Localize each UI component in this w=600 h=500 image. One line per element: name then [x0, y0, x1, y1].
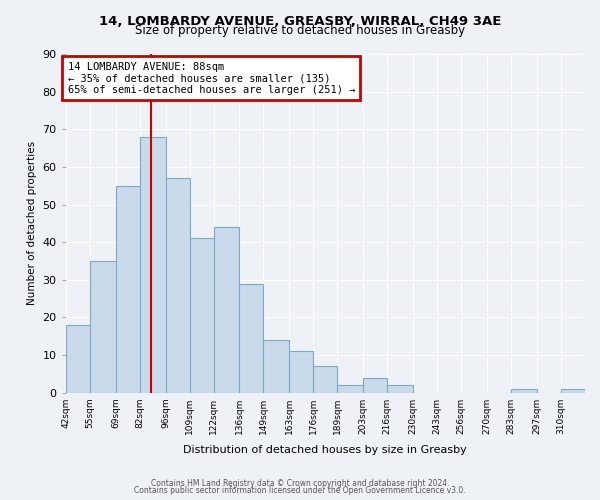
Bar: [511, 389, 537, 392]
Bar: [90, 261, 116, 392]
Bar: [289, 352, 313, 393]
Bar: [363, 378, 387, 392]
Bar: [263, 340, 289, 392]
Bar: [313, 366, 337, 392]
Bar: [116, 186, 140, 392]
Text: Contains HM Land Registry data © Crown copyright and database right 2024.: Contains HM Land Registry data © Crown c…: [151, 478, 449, 488]
Text: Size of property relative to detached houses in Greasby: Size of property relative to detached ho…: [135, 24, 465, 37]
Bar: [190, 238, 214, 392]
Bar: [337, 385, 363, 392]
Y-axis label: Number of detached properties: Number of detached properties: [27, 142, 37, 306]
Text: 14 LOMBARDY AVENUE: 88sqm
← 35% of detached houses are smaller (135)
65% of semi: 14 LOMBARDY AVENUE: 88sqm ← 35% of detac…: [68, 62, 355, 94]
X-axis label: Distribution of detached houses by size in Greasby: Distribution of detached houses by size …: [184, 445, 467, 455]
Bar: [166, 178, 190, 392]
Bar: [387, 385, 413, 392]
Bar: [561, 389, 585, 392]
Bar: [214, 227, 239, 392]
Text: Contains public sector information licensed under the Open Government Licence v3: Contains public sector information licen…: [134, 486, 466, 495]
Bar: [239, 284, 263, 393]
Text: 14, LOMBARDY AVENUE, GREASBY, WIRRAL, CH49 3AE: 14, LOMBARDY AVENUE, GREASBY, WIRRAL, CH…: [99, 15, 501, 28]
Bar: [140, 137, 166, 392]
Bar: [66, 325, 90, 392]
